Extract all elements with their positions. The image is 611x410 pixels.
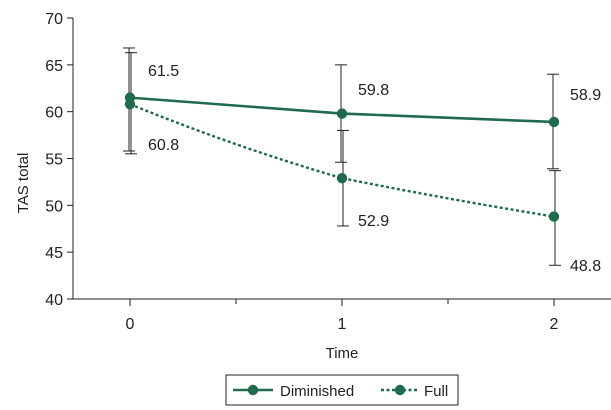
data-point-diminished <box>336 108 348 119</box>
y-tick-label: 45 <box>45 245 63 262</box>
y-tick-label: 70 <box>45 11 63 28</box>
y-axis-title: TAS total <box>15 153 32 214</box>
data-point-diminished <box>548 116 560 128</box>
y-tick-label: 40 <box>45 292 63 309</box>
data-label-diminished: 59.8 <box>358 82 389 99</box>
legend-label-full: Full <box>424 383 448 400</box>
data-label-full: 52.9 <box>358 213 389 230</box>
data-points <box>124 92 560 222</box>
data-label-diminished: 58.9 <box>570 87 601 104</box>
legend-box <box>225 374 459 406</box>
y-tick-label: 60 <box>45 105 63 122</box>
series-line-full <box>129 103 555 218</box>
y-tick-label: 50 <box>45 198 63 215</box>
data-point-full <box>336 172 348 184</box>
x-tick-label: 1 <box>338 316 347 333</box>
y-tick-label: 65 <box>45 58 63 75</box>
error-bars <box>123 47 561 266</box>
legend-marker-diminished <box>247 384 259 396</box>
legend-marker-full <box>394 384 406 396</box>
axes: 40 45 50 55 60 65 70 0 1 2 <box>45 11 611 333</box>
data-label-full: 60.8 <box>148 137 179 154</box>
legend: Diminished Full <box>225 374 459 406</box>
data-label-diminished: 61.5 <box>148 63 179 80</box>
data-label-full: 48.8 <box>570 258 601 275</box>
x-axis-title: Time <box>326 345 359 362</box>
x-tick-label: 2 <box>550 316 559 333</box>
data-point-full <box>124 98 136 110</box>
legend-label-diminished: Diminished <box>280 383 354 400</box>
y-tick-label: 55 <box>45 152 63 169</box>
data-point-full <box>548 211 560 222</box>
x-tick-label: 0 <box>126 316 135 333</box>
data-labels: 61.5 59.8 58.9 60.8 52.9 48.8 <box>148 63 601 275</box>
